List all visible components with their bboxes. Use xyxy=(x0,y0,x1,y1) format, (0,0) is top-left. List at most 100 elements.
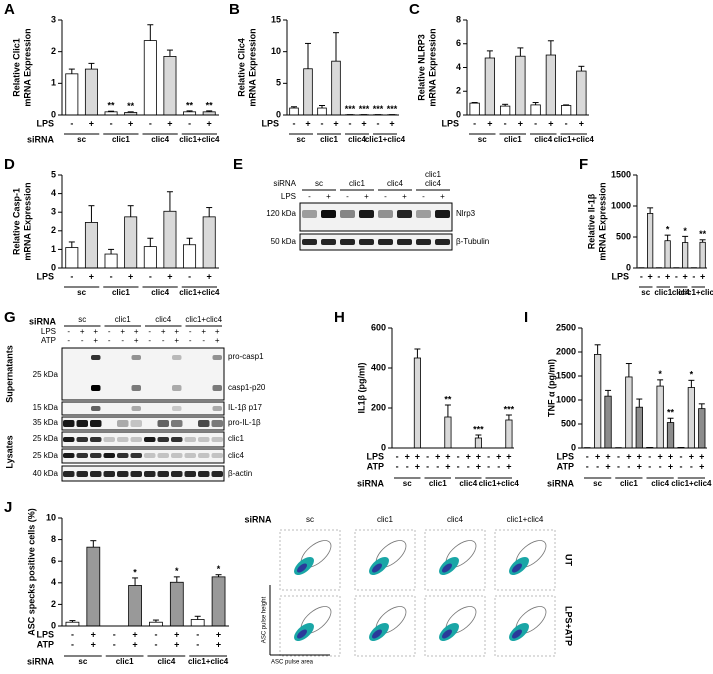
significance: *** xyxy=(473,424,484,434)
condition-value: + xyxy=(161,327,166,336)
bar xyxy=(656,385,664,449)
condition-name: ATP xyxy=(41,336,56,345)
group-label: clic1+clic4 xyxy=(479,479,520,488)
condition-value: + xyxy=(476,451,481,461)
group-label: clic1+clic4 xyxy=(671,479,712,488)
panel-letter: J xyxy=(4,499,12,516)
condition-value: + xyxy=(132,629,137,639)
group-label: clic1+clic4 xyxy=(365,135,406,144)
condition-value: - xyxy=(487,451,490,461)
condition-value: + xyxy=(174,327,179,336)
condition-name: ATP xyxy=(367,461,384,471)
condition-value: + xyxy=(487,118,492,128)
size-label: 50 kDa xyxy=(271,237,297,246)
group-label: clic1+clic4 xyxy=(179,135,220,144)
y-tick-label: 1000 xyxy=(611,200,631,210)
condition-value: + xyxy=(700,271,705,281)
blot-band xyxy=(359,210,374,218)
blot-band xyxy=(171,420,183,427)
population-core xyxy=(372,563,382,573)
y-tick-label: 0 xyxy=(626,262,631,272)
condition-value: + xyxy=(657,451,662,461)
y-tick-label: 0 xyxy=(276,109,281,119)
blot-band xyxy=(117,437,129,442)
bar xyxy=(65,73,79,116)
y-axis-label: mRNA Expression xyxy=(247,28,257,106)
blot xyxy=(61,465,225,482)
condition-value: + xyxy=(415,451,420,461)
blot-band xyxy=(76,437,88,442)
bar xyxy=(647,213,654,269)
condition-value: - xyxy=(108,336,111,345)
group-label: clic4 xyxy=(651,479,669,488)
y-axis-label: ASC specks positive cells (%) xyxy=(26,508,36,636)
condition-value: + xyxy=(647,271,652,281)
lane-label: - xyxy=(384,192,387,201)
significance: * xyxy=(658,369,662,379)
condition-value: + xyxy=(699,461,704,471)
bar xyxy=(530,104,541,116)
condition-name: ATP xyxy=(37,639,54,649)
protein-label: β-Tubulin xyxy=(456,237,489,246)
bar xyxy=(190,619,205,627)
blot-band xyxy=(302,210,317,218)
condition-value: + xyxy=(626,451,631,461)
blot-band xyxy=(212,355,222,360)
condition-value: + xyxy=(215,336,220,345)
blot-band xyxy=(211,453,223,458)
blot-band xyxy=(157,453,169,458)
y-axis-label: IL1β (pg/ml) xyxy=(356,363,366,414)
population-core xyxy=(512,629,522,639)
bar xyxy=(303,68,313,116)
condition-value: - xyxy=(692,271,695,281)
condition-value: + xyxy=(132,639,137,649)
y-tick-label: 0 xyxy=(571,442,576,452)
blot-band xyxy=(211,420,223,427)
blot-band xyxy=(90,420,102,427)
bar xyxy=(331,60,341,116)
condition-value: - xyxy=(121,336,124,345)
bar xyxy=(560,105,572,116)
group-label: clic4 xyxy=(459,479,477,488)
condition-value: + xyxy=(201,327,206,336)
group-label: clic1 xyxy=(377,515,394,524)
blot-band xyxy=(198,420,210,427)
condition-value: + xyxy=(699,451,704,461)
bar xyxy=(86,546,101,627)
group-label: clic1 xyxy=(115,315,132,324)
protein-label: clic4 xyxy=(228,451,245,460)
bar xyxy=(163,56,177,116)
condition-value: - xyxy=(110,118,113,128)
condition-value: + xyxy=(466,451,471,461)
blot-band xyxy=(117,453,129,458)
condition-value: + xyxy=(120,327,125,336)
y-tick-label: 1500 xyxy=(556,370,576,380)
bar xyxy=(687,387,696,449)
size-label: 120 kDa xyxy=(266,209,296,218)
lane-label: - xyxy=(422,192,425,201)
group-label: clic1+clic4 xyxy=(507,515,544,524)
blot-band xyxy=(416,210,431,218)
blot-band xyxy=(435,210,450,218)
condition-value: + xyxy=(174,336,179,345)
condition-value: - xyxy=(596,461,599,471)
y-tick-label: 3 xyxy=(51,14,56,24)
blot-band xyxy=(397,210,412,218)
group-label: clic1 xyxy=(320,135,338,144)
size-label: 25 kDa xyxy=(33,434,59,443)
condition-value: + xyxy=(496,451,501,461)
bar xyxy=(625,376,633,449)
condition-value: - xyxy=(679,451,682,461)
protein-label: β-actin xyxy=(228,469,252,478)
blot-band xyxy=(103,437,115,442)
condition-value: - xyxy=(617,451,620,461)
bar xyxy=(104,253,118,269)
significance: *** xyxy=(387,104,398,114)
condition-value: - xyxy=(534,118,537,128)
condition-value: - xyxy=(196,639,199,649)
condition-value: + xyxy=(333,118,338,128)
blot-band xyxy=(144,453,156,458)
bar xyxy=(413,357,421,449)
condition-value: - xyxy=(196,629,199,639)
